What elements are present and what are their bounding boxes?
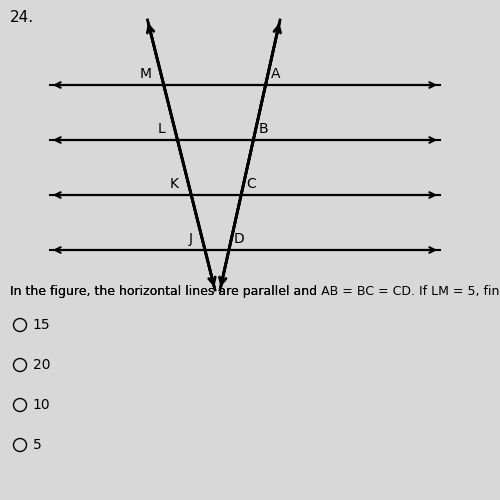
Text: J: J xyxy=(188,232,192,246)
Text: M: M xyxy=(139,67,151,81)
Text: In the figure, the horizontal lines are parallel and AB = BC = CD. If LM = 5, fi: In the figure, the horizontal lines are … xyxy=(10,285,500,298)
Text: C: C xyxy=(246,177,256,191)
Text: 24.: 24. xyxy=(10,10,34,25)
Text: D: D xyxy=(234,232,244,246)
Text: 15: 15 xyxy=(32,318,50,332)
Text: 5: 5 xyxy=(32,438,41,452)
Text: L: L xyxy=(157,122,165,136)
Text: 10: 10 xyxy=(32,398,50,412)
Text: K: K xyxy=(170,177,178,191)
Text: In the figure, the horizontal lines are parallel and: In the figure, the horizontal lines are … xyxy=(10,285,321,298)
Text: B: B xyxy=(258,122,268,136)
Text: A: A xyxy=(270,67,280,81)
Text: 20: 20 xyxy=(32,358,50,372)
